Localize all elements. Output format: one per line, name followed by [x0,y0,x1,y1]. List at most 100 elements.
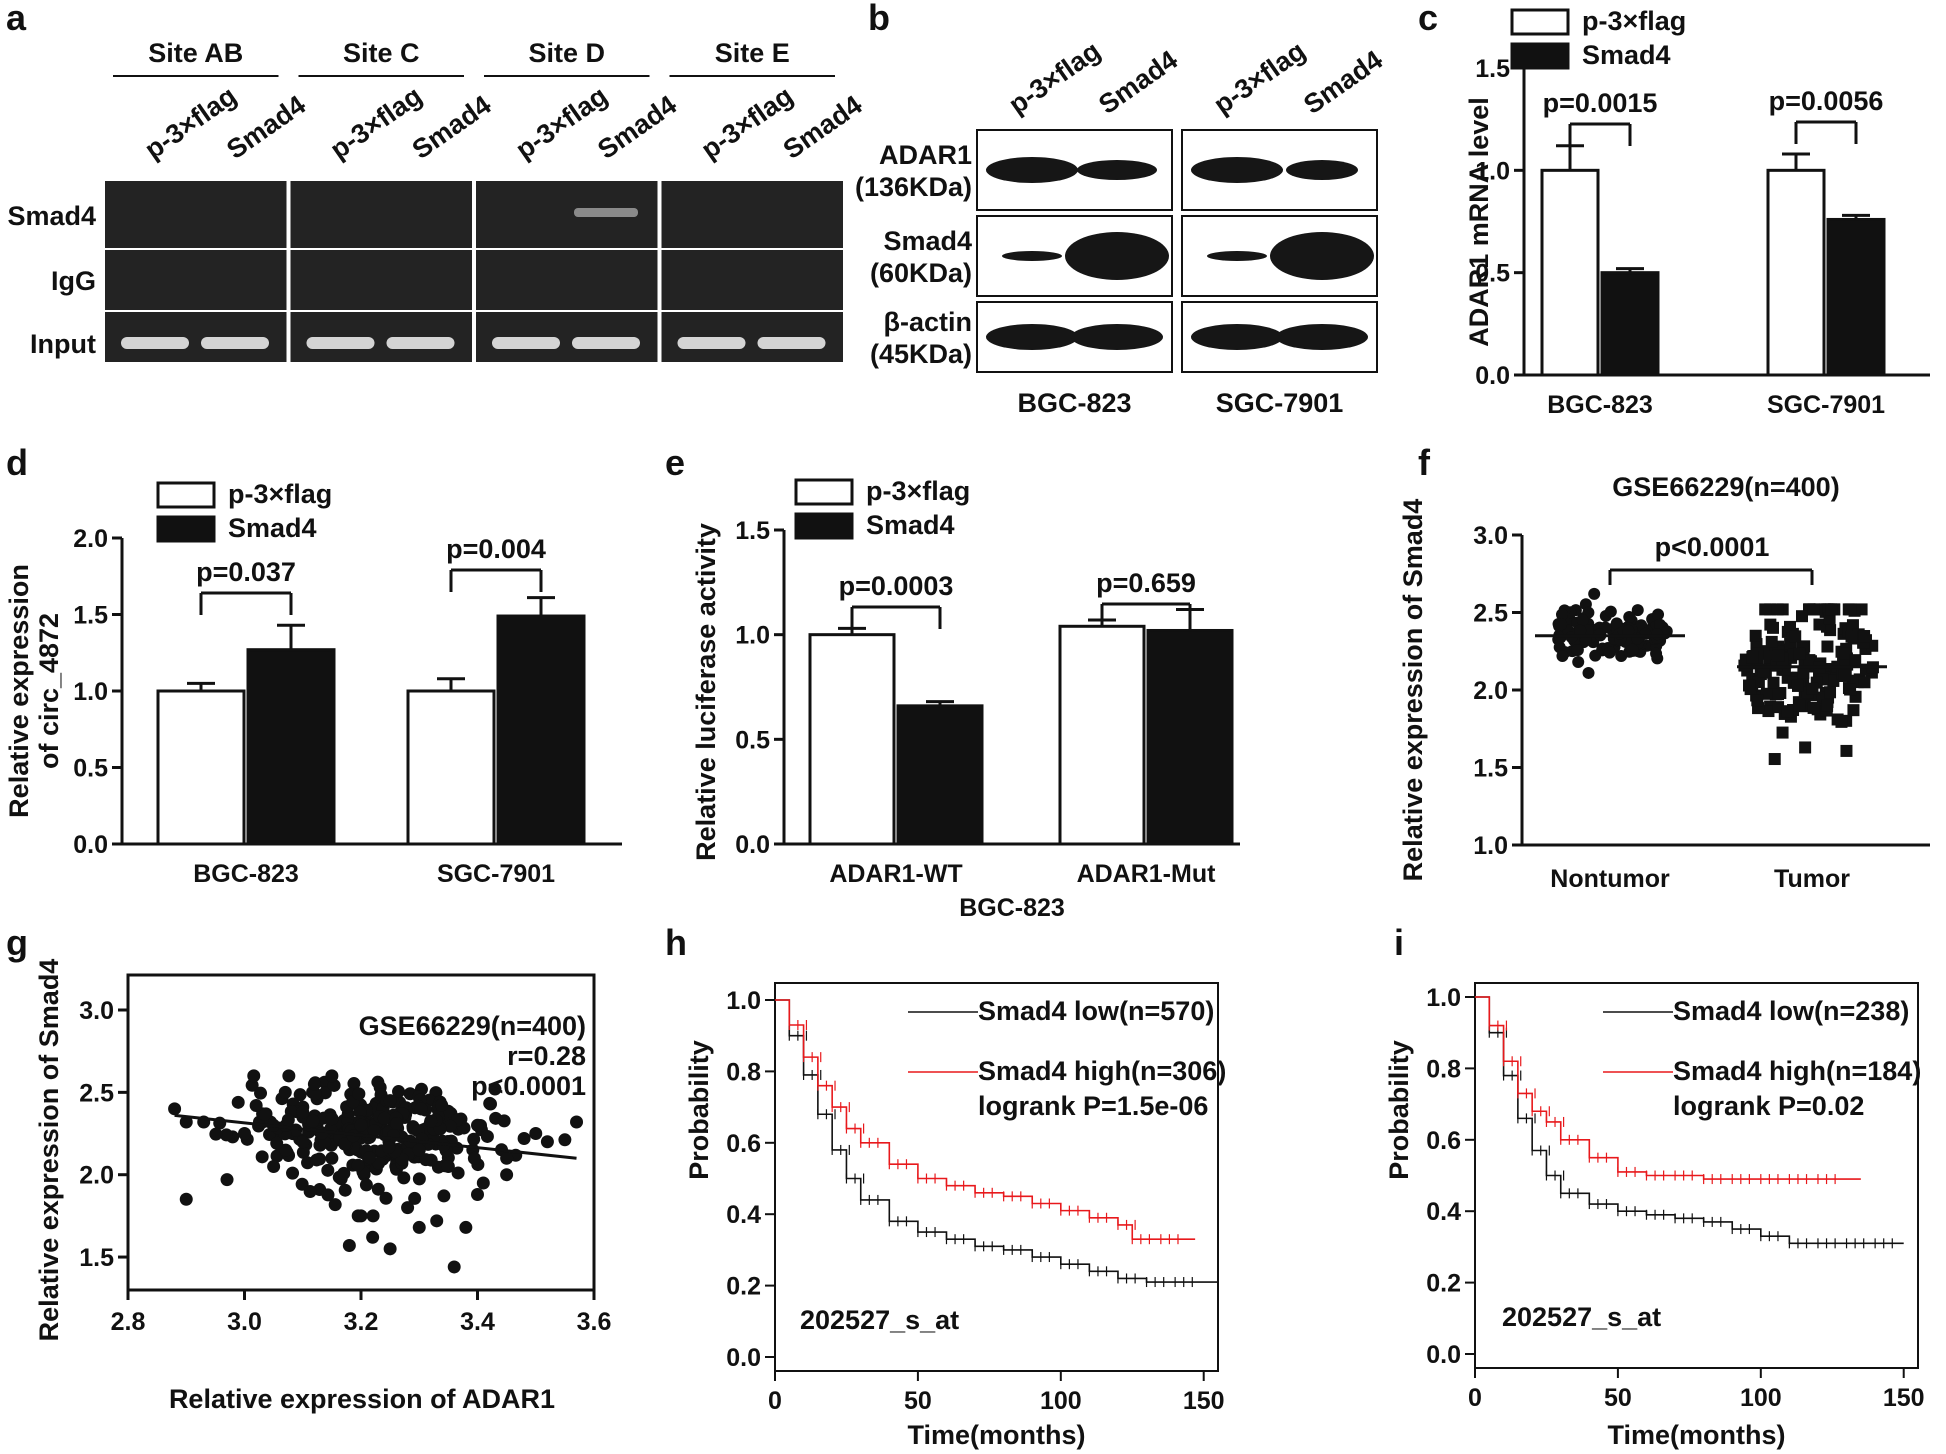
data-point [359,1178,373,1192]
data-point [1588,587,1601,600]
protein-label: β-actin [884,307,973,337]
data-point [353,1105,367,1119]
data-point [366,1209,380,1223]
data-point [437,1189,451,1203]
data-point [255,1150,269,1164]
x-tick-label: 0 [768,1387,782,1415]
data-point [1849,654,1862,667]
lane-label: p-3×flag [696,81,799,165]
data-point [1604,605,1617,618]
blot-band [1286,160,1358,180]
data-point [168,1102,182,1116]
y-axis-label: Relative expression of Smad4 [1398,499,1428,882]
data-point [303,1184,317,1198]
panel-letter-h: h [665,922,687,963]
data-point [500,1151,514,1165]
smad4-chip-band [574,208,638,217]
data-point [1789,630,1802,643]
data-point [412,1143,426,1157]
data-point [1847,704,1860,717]
x-tick-label: 150 [1883,1384,1925,1412]
x-category-label: Nontumor [1550,865,1670,893]
data-point [1793,647,1806,660]
y-tick-label: 1.5 [79,1244,114,1272]
data-point [1821,699,1834,712]
y-tick-label: 1.5 [1473,755,1508,783]
data-point [366,1230,380,1244]
data-point [1839,647,1852,660]
lane-label: p-3×flag [139,81,242,165]
legend-swatch [1510,42,1570,70]
data-point [1823,612,1836,625]
data-point [1844,603,1857,616]
data-point [321,1188,335,1202]
data-point [1771,603,1784,616]
y-tick-label: 0.6 [1426,1127,1461,1155]
bar-smad4 [246,648,336,846]
km-curve-low [775,999,1218,1283]
data-point [231,1095,245,1109]
blot-band [1191,324,1283,350]
y-tick-label: 1.5 [735,517,770,545]
y-tick-label: 1.0 [73,678,108,706]
data-point [1799,741,1812,754]
y-tick-label: 1.0 [726,987,761,1015]
x-tick-label: 50 [1604,1384,1632,1412]
data-point [1803,654,1816,667]
regression-line [174,1113,577,1160]
input-band [386,337,455,349]
data-point [383,1242,397,1256]
gel-lane-block [661,250,843,310]
y-tick-label: 2.0 [79,1162,114,1190]
blot-band [1270,232,1374,280]
y-tick-label: 2.5 [1473,600,1508,628]
blot-band [1077,160,1157,180]
data-point [179,1115,193,1129]
data-point [354,1209,368,1223]
data-point [459,1220,473,1234]
panel-d-chart: 0.0 0.5 1.0 1.5 2.0 BGC-823 p=0.037 SGC-7901 p=0… [4,479,622,888]
data-point [529,1127,543,1141]
legend-swatch [156,481,216,509]
y-tick-label: 3.0 [79,997,114,1025]
data-point [1846,619,1859,632]
x-tick-label: 100 [1040,1387,1082,1415]
bar-p3flag [1540,168,1600,377]
data-point [279,1143,293,1157]
data-point [412,1172,426,1186]
data-point [337,1166,351,1180]
input-band [201,337,269,349]
data-point [1784,620,1797,633]
stat-label: p<0.0001 [471,1071,586,1101]
data-point [282,1069,296,1083]
data-point [1767,676,1780,689]
data-point [220,1173,234,1187]
data-point [247,1069,261,1083]
x-axis-label: Time(months) [907,1420,1085,1450]
data-point [379,1191,393,1205]
lane-label: p-3×flag [325,81,428,165]
data-point [328,1198,342,1212]
p-value-label: p=0.004 [446,534,546,564]
data-point [1866,639,1879,652]
data-point [1631,604,1644,617]
data-point [351,1158,365,1172]
lane-label: p-3×flag [1003,36,1106,120]
data-point [471,1187,484,1201]
probe-label: 202527_s_at [800,1305,959,1335]
data-point [1768,753,1781,766]
data-point [1806,682,1819,695]
y-tick-label: 1.5 [73,602,108,630]
data-point [447,1260,461,1274]
data-point [367,1124,381,1138]
legend-label: p-3×flag [228,479,332,509]
x-tick-label: 3.4 [460,1308,495,1336]
data-point [467,1132,481,1146]
lane-label: Smad4 [1093,45,1183,120]
gel-lane-block [476,250,658,310]
legend-label: p-3×flag [1582,6,1686,36]
blot-band [1065,232,1169,280]
gel-lane-block [661,181,843,248]
data-point [1858,630,1871,643]
x-axis-label: Relative expression of ADAR1 [169,1384,555,1414]
